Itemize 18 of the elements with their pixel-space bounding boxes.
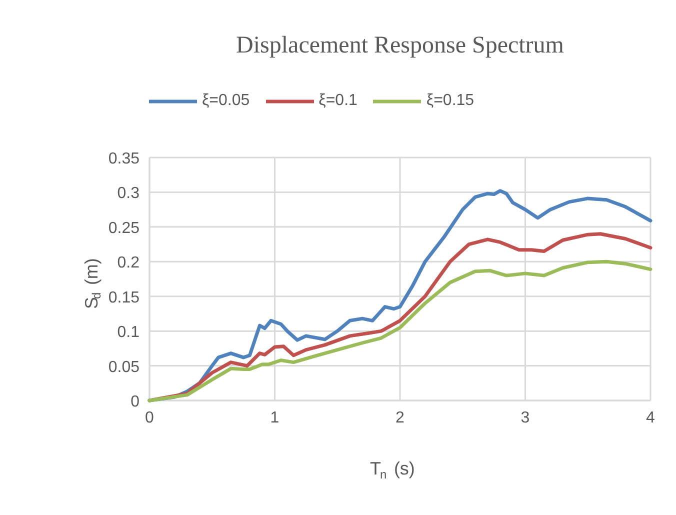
legend-label: ξ=0.1 (318, 92, 358, 110)
x-tick-label: 3 (520, 410, 530, 426)
chart-title: Displacement Response Spectrum (236, 32, 564, 58)
y-tick-label: 0.25 (108, 220, 140, 237)
y-tick-label: 0.35 (108, 150, 140, 168)
legend-label: ξ=0.05 (202, 92, 250, 110)
y-tick-label: 0 (130, 394, 140, 410)
x-tick-label: 2 (396, 410, 405, 426)
x-tick-label: 1 (270, 410, 280, 426)
y-tick-label: 0.3 (117, 185, 140, 202)
legend-label: ξ=0.15 (426, 92, 474, 110)
y-tick-label: 0.1 (117, 324, 140, 342)
x-tick-label: 0 (145, 410, 154, 426)
x-tick-label: 4 (646, 410, 656, 426)
y-tick-label: 0.05 (108, 358, 140, 376)
y-tick-label: 0.15 (108, 289, 140, 306)
y-tick-label: 0.2 (117, 254, 140, 272)
y-axis-title: Sd (m) (82, 258, 104, 310)
